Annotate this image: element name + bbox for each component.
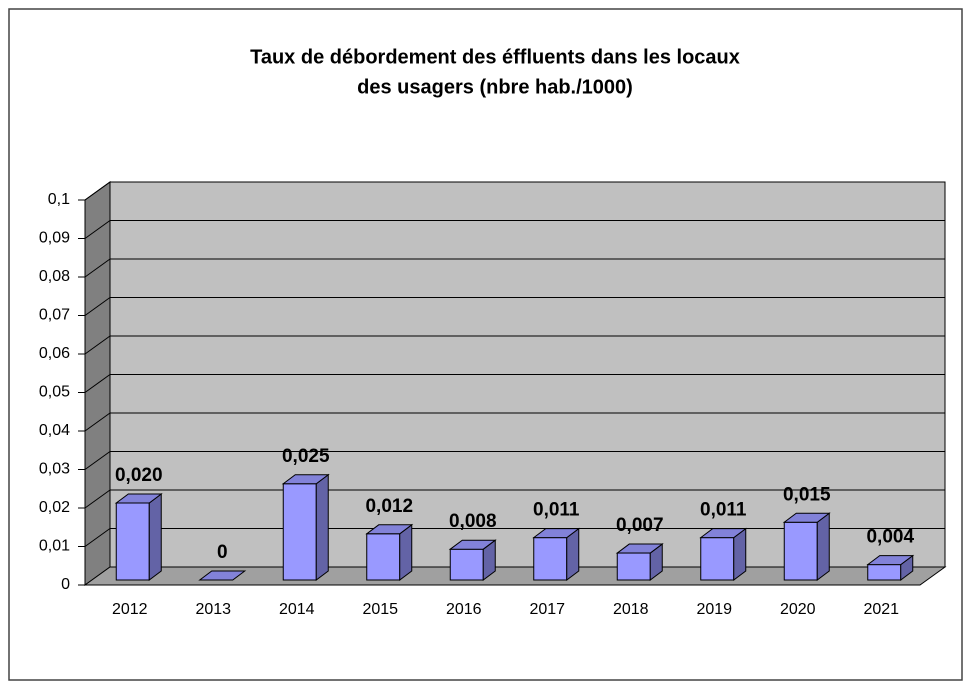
value-label: 0,020 — [115, 465, 163, 486]
x-tick-label: 2014 — [279, 601, 315, 618]
bar-top — [615, 543, 664, 554]
bar-top — [782, 512, 831, 523]
bar-front — [783, 521, 818, 581]
value-label: 0,007 — [616, 515, 664, 536]
y-tick-label: 0,02 — [39, 499, 70, 516]
x-tick-label: 2015 — [362, 601, 398, 618]
x-tick-label: 2012 — [112, 601, 148, 618]
value-label: 0,015 — [783, 484, 831, 505]
bar-top — [532, 528, 581, 539]
value-label: 0,012 — [365, 496, 413, 517]
bar — [281, 473, 330, 581]
grid-line — [84, 528, 111, 547]
grid-line — [84, 489, 111, 509]
bar — [198, 570, 247, 581]
y-tick-label: 0,06 — [39, 345, 70, 362]
bar — [699, 527, 748, 581]
bar — [114, 493, 163, 581]
bar-top — [866, 555, 915, 566]
bar-side — [399, 523, 413, 581]
y-tick-label: 0,04 — [39, 422, 70, 439]
bar — [615, 543, 664, 581]
grid-line — [84, 220, 111, 239]
x-tick-label: 2018 — [613, 601, 649, 618]
value-label: 0 — [217, 542, 228, 563]
grid-line — [84, 412, 111, 432]
y-tick-label: 0,08 — [39, 268, 70, 285]
y-tick-label: 0,03 — [39, 461, 70, 478]
chart-title: des usagers (nbre hab./1000) — [357, 76, 633, 98]
x-tick-label: 2013 — [195, 601, 231, 618]
bar-side — [816, 512, 830, 581]
value-label: 0,011 — [700, 500, 747, 521]
bar-front — [616, 552, 651, 581]
bar-top — [198, 570, 247, 581]
bar-front — [533, 537, 568, 581]
value-label: 0,004 — [866, 527, 914, 548]
value-label: 0,025 — [282, 446, 330, 467]
x-tick-label: 2017 — [529, 601, 565, 618]
bar-top — [114, 493, 163, 504]
bar — [365, 523, 414, 581]
y-tick-label: 0,05 — [39, 384, 70, 401]
x-tick-label: 2019 — [696, 601, 732, 618]
bar-top — [699, 528, 748, 539]
y-tick-label: 0 — [61, 576, 70, 593]
x-tick-label: 2020 — [780, 601, 816, 618]
grid-line — [84, 374, 111, 393]
y-tick-label: 0,07 — [39, 307, 70, 324]
y-tick-label: 0,1 — [48, 191, 70, 208]
y-tick-label: 0,09 — [39, 230, 70, 247]
grid-line — [84, 297, 111, 316]
bar-front — [115, 502, 150, 581]
value-label: 0,011 — [533, 500, 580, 521]
grid-line — [84, 451, 111, 470]
bar-front — [867, 564, 902, 581]
grid-line — [84, 335, 111, 355]
y-tick-label: 0,01 — [39, 538, 70, 555]
grid-line — [84, 181, 111, 201]
bar-front — [366, 533, 401, 581]
x-tick-label: 2021 — [863, 601, 899, 618]
bar — [448, 539, 497, 581]
bar-side — [315, 473, 329, 581]
chart-title: Taux de débordement des éffluents dans l… — [250, 46, 740, 68]
bar-front — [282, 483, 317, 581]
bar-top — [281, 474, 330, 485]
bar-top — [365, 524, 414, 535]
bar — [532, 527, 581, 581]
value-label: 0,008 — [449, 511, 497, 532]
grid-line — [84, 258, 111, 278]
bar-top — [448, 539, 497, 550]
bar-side — [148, 493, 162, 581]
x-tick-label: 2016 — [446, 601, 482, 618]
bar — [866, 554, 915, 581]
bar-front — [700, 537, 735, 581]
bar-front — [449, 548, 484, 581]
bar — [782, 512, 831, 581]
